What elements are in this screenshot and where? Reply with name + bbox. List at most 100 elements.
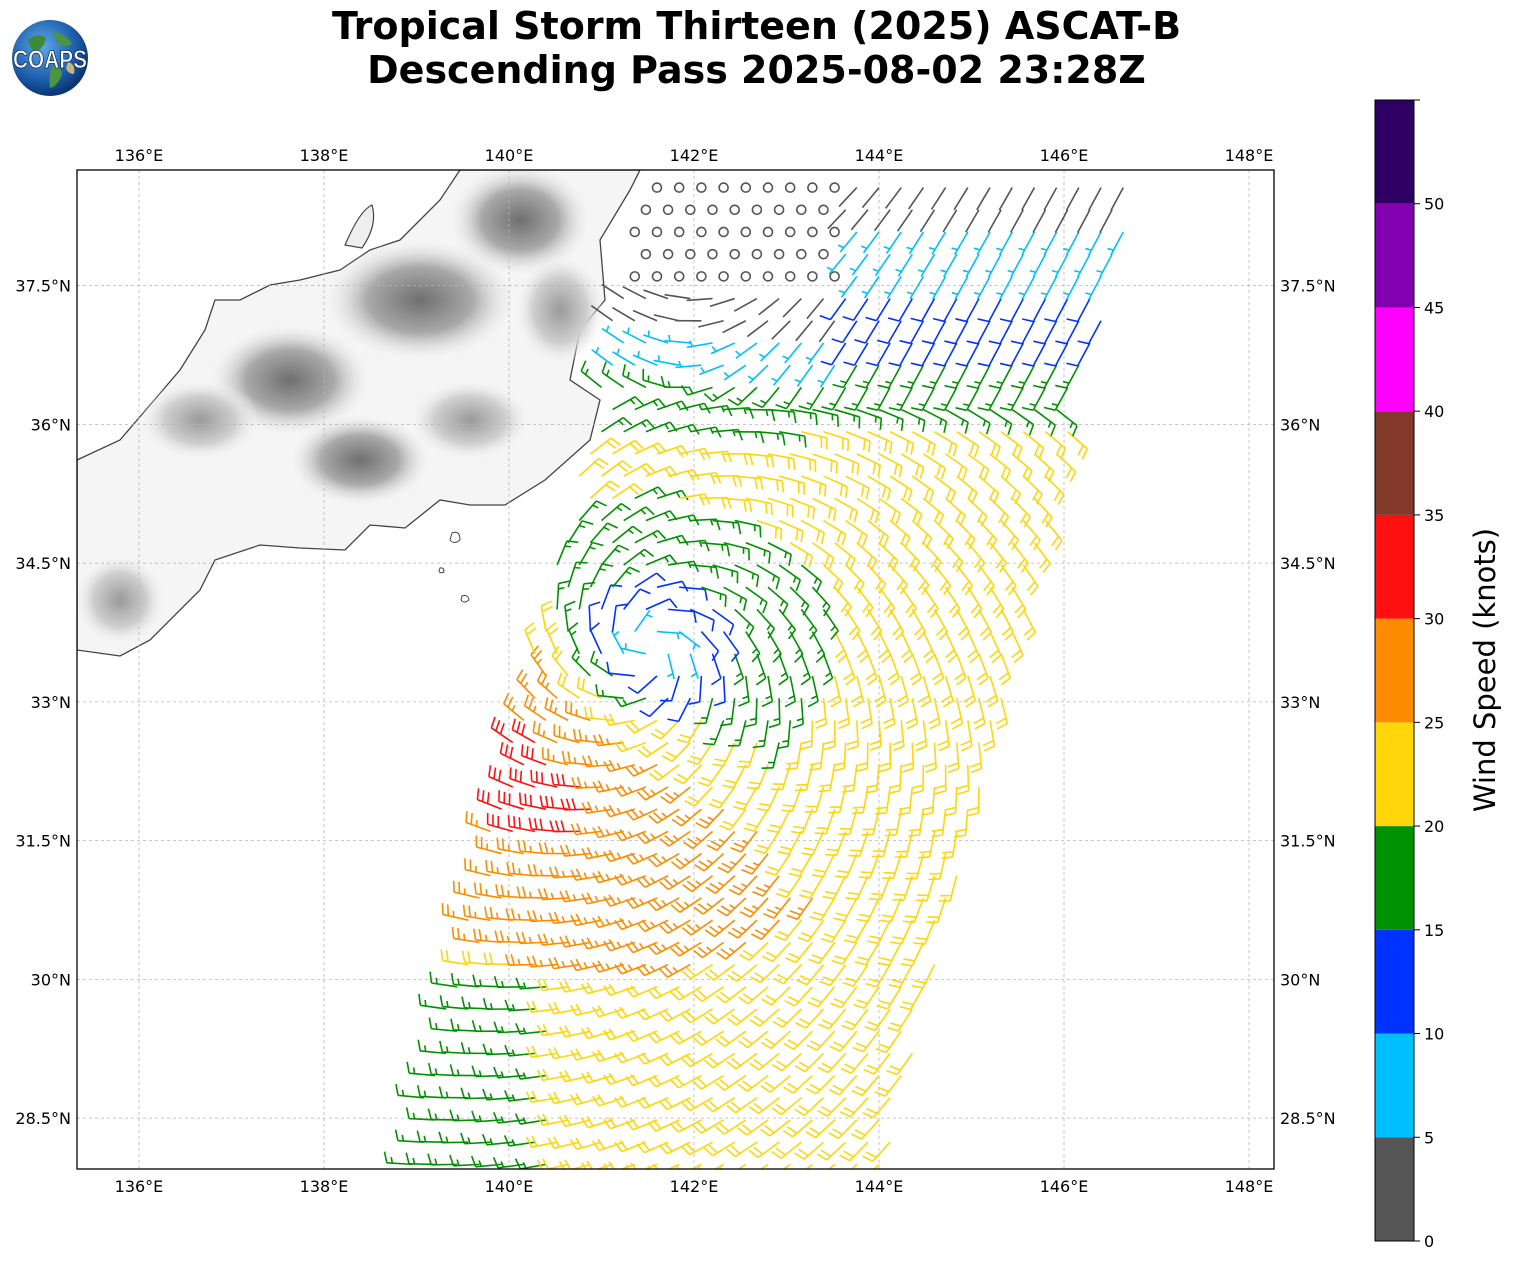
wind-barb (767, 542, 793, 566)
wind-barb (715, 1074, 747, 1091)
wind-barb (681, 1008, 713, 1024)
wind-barb (839, 1141, 869, 1162)
wind-barb (536, 1158, 569, 1169)
wind-barb (919, 209, 936, 233)
wind-barb (850, 1163, 858, 1169)
wind-barb (651, 271, 663, 282)
wind-barb (720, 698, 736, 727)
wind-barb (793, 1141, 825, 1160)
wind-barb (1011, 453, 1033, 482)
wind-barb (875, 1030, 902, 1054)
wind-barb (670, 1119, 702, 1133)
wind-barb (659, 875, 691, 891)
wind-barb (796, 964, 825, 986)
wind-barb (636, 919, 669, 933)
wind-barb (734, 475, 764, 490)
wind-barb (834, 453, 860, 476)
wind-barb (807, 271, 818, 282)
wind-barb (662, 204, 674, 216)
colorbar-tick-label: 30 (1424, 610, 1444, 629)
wind-barb (892, 875, 914, 902)
wind-barb (889, 519, 911, 549)
wind-barb (834, 408, 861, 429)
colorbar-segment (1375, 307, 1414, 412)
wind-barb (760, 1119, 791, 1137)
wind-barb (989, 497, 1010, 527)
wind-barb (842, 298, 869, 322)
wind-barb (740, 182, 752, 193)
wind-barb (788, 853, 814, 877)
wind-barb (867, 431, 893, 454)
wind-barb (922, 542, 942, 572)
lat-tick-label: 28.5°N (15, 1109, 71, 1128)
wind-barb (923, 408, 948, 433)
wind-barb (954, 653, 967, 686)
wind-barb (856, 631, 870, 664)
wind-barb (636, 963, 669, 977)
lon-tick-label: 146°E (1040, 1177, 1089, 1196)
wind-barb (648, 764, 680, 781)
wind-barb (883, 231, 902, 254)
wind-barb (634, 529, 667, 544)
wind-barb (670, 1030, 702, 1045)
wind-barb (745, 497, 773, 515)
wind-barb (592, 1005, 624, 1018)
lon-tick-label: 138°E (300, 146, 349, 165)
wind-barb (756, 519, 783, 541)
wind-barb (998, 187, 1013, 211)
wind-barb (811, 631, 826, 663)
wind-barb (749, 1008, 780, 1027)
wind-barb (729, 204, 741, 216)
wind-barb (917, 253, 936, 277)
wind-barb (976, 653, 989, 686)
wind-barb (614, 1006, 647, 1020)
wind-barb (530, 645, 547, 677)
wind-barb (767, 453, 796, 470)
wind-barb (569, 1092, 602, 1106)
wind-barb (886, 1052, 913, 1076)
wind-barb (845, 519, 868, 547)
lat-tick-label: 34.5°N (1280, 554, 1336, 573)
wind-barb (789, 586, 810, 616)
wind-barb (996, 231, 1013, 256)
wind-barb (807, 182, 818, 193)
wind-barb (589, 563, 614, 588)
wind-barb (807, 675, 819, 708)
lon-tick-label: 144°E (855, 1177, 904, 1196)
wind-barb (900, 453, 925, 479)
wind-barb (956, 608, 970, 641)
wind-barb (557, 672, 580, 699)
wind-barb (705, 875, 736, 894)
wind-barb (701, 450, 733, 463)
wind-barb (544, 696, 569, 722)
wind-barb (906, 275, 925, 300)
wind-barb (753, 830, 780, 855)
wind-barb (999, 342, 1025, 367)
wind-barb (606, 661, 635, 677)
wind-barb (777, 830, 803, 856)
wind-barb (768, 698, 781, 729)
wind-barb (826, 253, 847, 275)
wind-barb (592, 1094, 624, 1107)
wind-barb (1032, 364, 1058, 389)
colorbar (1374, 99, 1415, 1242)
latitude-ticks-left: 37.5°N 36°N 34.5°N 33°N 31.5°N 30°N 28.5°N (15, 277, 71, 1129)
colorbar-segment (1375, 514, 1414, 619)
wind-barb (956, 520, 976, 550)
wind-barb (625, 1118, 658, 1131)
wind-barb (905, 698, 919, 730)
wind-barb (732, 786, 758, 811)
wind-barb (801, 475, 827, 497)
wind-barb (910, 342, 936, 367)
wind-barb (686, 297, 713, 302)
wind-barb (977, 298, 1002, 323)
wind-barb (1009, 209, 1025, 233)
wind-barb (944, 586, 961, 618)
wind-barb (807, 986, 836, 1008)
wind-barb (743, 808, 769, 833)
wind-barb (712, 519, 742, 535)
wind-barb (625, 764, 658, 777)
wind-barb (791, 808, 814, 834)
wind-barb (989, 453, 1012, 482)
wind-barb (700, 631, 720, 662)
